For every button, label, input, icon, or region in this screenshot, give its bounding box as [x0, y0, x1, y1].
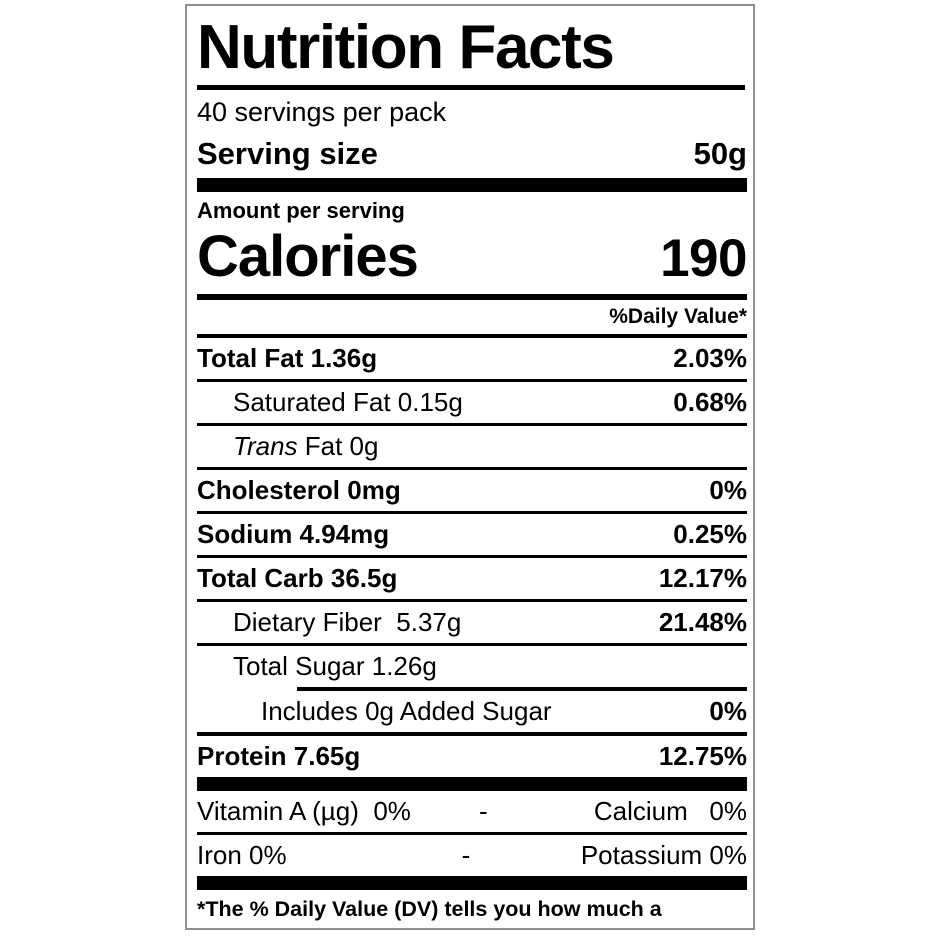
- row-divider: [197, 379, 747, 382]
- calories-label: Calories: [197, 224, 419, 289]
- row-divider: [197, 511, 747, 514]
- divider-thick-footnote: [197, 876, 747, 890]
- nutrient-row-sodium: Sodium 4.94mg 0.25%: [197, 514, 747, 555]
- vitamin-a-value: Vitamin A (µg) 0%: [197, 796, 411, 826]
- divider-before-nutrients: [197, 334, 747, 338]
- divider-after-calories: [197, 294, 747, 300]
- nutrient-name: Total Fat 1.36g: [197, 343, 378, 373]
- servings-per-pack: 40 servings per pack: [197, 97, 447, 127]
- calcium-value: Calcium 0%: [593, 796, 747, 826]
- nutrient-row-dietary-fiber: Dietary Fiber 5.37g 21.48%: [197, 602, 747, 643]
- row-divider: [197, 599, 747, 602]
- nutrient-row-total-sugar: Total Sugar 1.26g: [197, 646, 747, 687]
- nutrient-row-added-sugar: Includes 0g Added Sugar 0%: [197, 691, 747, 732]
- row-divider: [197, 555, 747, 558]
- trans-fat-rest: Fat 0g: [297, 431, 379, 461]
- micronutrient-row-iron-potassium: Iron 0% - Potassium 0%: [197, 835, 747, 876]
- nutrient-percent: 21.48%: [658, 607, 747, 637]
- nutrient-name: Protein 7.65g: [197, 741, 361, 771]
- row-divider: [197, 467, 747, 470]
- nutrient-percent: 0%: [709, 696, 747, 726]
- row-divider-indented: [297, 687, 747, 691]
- trans-italic-word: Trans: [233, 431, 298, 461]
- row-divider: [197, 423, 747, 426]
- micronutrient-separator-dash: -: [478, 796, 488, 826]
- daily-value-header: %Daily Value*: [609, 305, 747, 328]
- micronutrient-row-vitamin-a-calcium: Vitamin A (µg) 0% - Calcium 0%: [197, 791, 747, 832]
- serving-size-value: 50g: [693, 136, 747, 171]
- nutrient-percent: 12.75%: [658, 741, 747, 771]
- amount-per-serving-label: Amount per serving: [197, 198, 405, 223]
- row-divider: [197, 732, 747, 736]
- title-underline: [197, 85, 745, 90]
- divider-thick-top: [197, 178, 747, 192]
- nutrient-percent: 2.03%: [673, 343, 747, 373]
- iron-value: Iron 0%: [197, 840, 287, 870]
- calories-value: 190: [660, 229, 747, 288]
- nutrient-name: Sodium 4.94mg: [197, 519, 390, 549]
- nutrient-name: Total Carb 36.5g: [197, 563, 398, 593]
- serving-size-row: Serving size 50g: [197, 133, 747, 178]
- nutrient-name: Total Sugar 1.26g: [233, 651, 437, 681]
- nutrient-row-total-carb: Total Carb 36.5g 12.17%: [197, 558, 747, 599]
- nutrient-percent: 0.25%: [673, 519, 747, 549]
- daily-value-footnote: *The % Daily Value (DV) tells you how mu…: [197, 897, 703, 928]
- nutrient-name: Includes 0g Added Sugar: [261, 696, 552, 726]
- nutrient-name: Saturated Fat 0.15g: [233, 387, 463, 417]
- nutrient-name: Dietary Fiber 5.37g: [233, 607, 462, 637]
- divider-thick-micronutrients: [197, 777, 747, 791]
- page-title: Nutrition Facts: [197, 13, 615, 82]
- nutrient-row-saturated-fat: Saturated Fat 0.15g 0.68%: [197, 382, 747, 423]
- nutrient-percent: 0.68%: [673, 387, 747, 417]
- nutrient-row-protein: Protein 7.65g 12.75%: [197, 736, 747, 777]
- nutrition-facts-label: Nutrition Facts 40 servings per pack Ser…: [185, 4, 755, 930]
- nutrient-percent: 12.17%: [658, 563, 747, 593]
- nutrient-row-trans-fat: Trans Fat 0g: [197, 426, 747, 467]
- calories-row: Calories 190: [197, 226, 747, 294]
- row-divider: [197, 643, 747, 646]
- nutrient-row-total-fat: Total Fat 1.36g 2.03%: [197, 338, 747, 379]
- potassium-value: Potassium 0%: [580, 840, 747, 870]
- nutrient-percent: 0%: [709, 475, 747, 505]
- nutrient-name: Trans Fat 0g: [233, 426, 378, 467]
- nutrient-name: Cholesterol 0mg: [197, 475, 401, 505]
- micronutrient-separator-dash: -: [461, 840, 471, 870]
- row-divider: [197, 832, 747, 835]
- serving-size-label: Serving size: [197, 136, 378, 171]
- nutrient-row-cholesterol: Cholesterol 0mg 0%: [197, 470, 747, 511]
